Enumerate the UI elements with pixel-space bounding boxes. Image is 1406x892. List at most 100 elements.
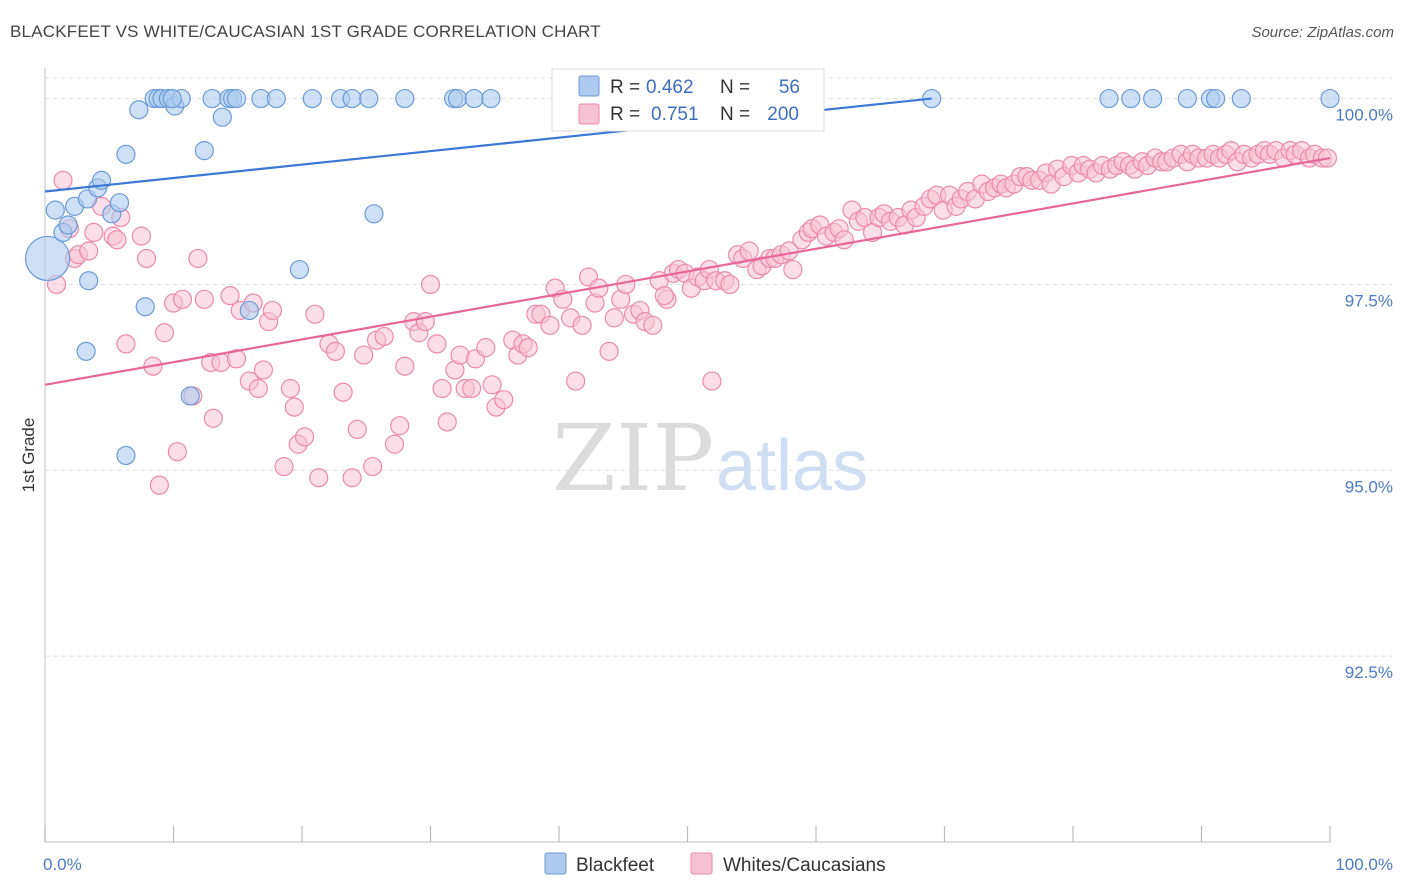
x-tick-label-max: 100.0% (1335, 855, 1393, 874)
data-point-whites (354, 345, 374, 365)
data-point-whites (395, 356, 415, 376)
data-point-blackfeet (129, 100, 149, 120)
data-point-whites (702, 371, 722, 391)
data-point-blackfeet (79, 271, 99, 291)
data-point-whites (476, 338, 496, 358)
legend-r-value-1: 0.462 (646, 77, 694, 98)
data-point-blackfeet (1320, 88, 1340, 109)
data-point-whites (342, 468, 362, 488)
data-point-whites (305, 304, 325, 324)
watermark-atlas: atlas (716, 426, 868, 506)
data-point-whites (415, 312, 435, 332)
y-axis-label: 1st Grade (19, 418, 38, 493)
data-point-whites (284, 397, 304, 417)
data-point-whites (654, 285, 674, 306)
data-point-whites (248, 378, 268, 399)
data-point-blackfeet (180, 386, 200, 406)
legend-n-value-1: 56 (779, 77, 800, 98)
data-point-blackfeet (162, 88, 182, 109)
data-point-whites (572, 315, 592, 335)
data-point-whites (494, 390, 514, 410)
legend-swatch-blackfeet (578, 75, 600, 97)
data-point-whites (149, 475, 169, 495)
data-point-whites (834, 230, 854, 250)
y-tick-label: 92.5% (1345, 663, 1393, 682)
data-point-blackfeet (364, 204, 384, 224)
legend-r-label-2: R = (610, 104, 640, 125)
data-point-whites (390, 416, 410, 436)
legend-n-label-1: N = (720, 77, 750, 98)
legend-box: R = 0.462 N = 56 R = 0.751 N = 200 (551, 68, 825, 132)
trend-lines (44, 97, 1331, 386)
data-point-blackfeet (135, 297, 155, 317)
legend-swatch-whites (578, 103, 600, 125)
data-point-whites (363, 456, 383, 477)
data-point-whites (518, 338, 538, 358)
data-point-whites (188, 248, 208, 269)
data-point-whites (226, 349, 247, 369)
trend-line-whites (44, 156, 1331, 386)
bottom-legend: Blackfeet Whites/Caucasians (544, 852, 886, 876)
data-point-whites (333, 382, 353, 402)
data-point-blackfeet (116, 144, 136, 164)
data-point-blackfeet (447, 88, 468, 109)
data-point-whites (294, 427, 315, 447)
data-point-blackfeet (24, 235, 71, 282)
x-tick-marks (44, 826, 1331, 842)
data-point-whites (384, 434, 405, 454)
bottom-legend-label-blackfeet: Blackfeet (576, 855, 655, 876)
legend-r-label-1: R = (610, 77, 640, 98)
data-point-whites (604, 308, 624, 328)
bottom-legend-label-whites: Whites/Caucasians (723, 855, 886, 876)
data-point-whites (53, 170, 73, 190)
data-point-blackfeet (226, 88, 247, 109)
data-point-blackfeet (1206, 88, 1226, 109)
data-point-whites (136, 248, 157, 269)
y-tick-label: 97.5% (1345, 291, 1393, 310)
data-point-whites (643, 315, 663, 335)
watermark-zip: ZIP (552, 405, 714, 512)
data-point-blackfeet (289, 259, 310, 280)
chart-title: BLACKFEET VS WHITE/CAUCASIAN 1ST GRADE C… (10, 22, 601, 41)
legend-n-value-2: 200 (767, 104, 799, 125)
chart-source: Source: ZipAtlas.com (1251, 24, 1394, 41)
data-point-whites (253, 360, 274, 380)
bottom-legend-swatch-whites (690, 852, 713, 875)
data-point-whites (540, 315, 560, 335)
data-point-blackfeet (1099, 88, 1119, 109)
data-point-whites (427, 334, 447, 354)
data-point-blackfeet (76, 341, 96, 361)
data-point-blackfeet (109, 193, 130, 213)
data-point-blackfeet (116, 445, 136, 466)
data-point-whites (720, 274, 740, 295)
data-point-whites (309, 468, 329, 488)
data-point-whites (172, 289, 193, 309)
data-point-blackfeet (202, 88, 222, 109)
data-point-blackfeet (1231, 88, 1251, 109)
data-point-whites (280, 378, 301, 399)
data-point-whites (432, 378, 452, 399)
y-tick-labels: 92.5% 95.0% 97.5% 100.0% (1335, 106, 1393, 683)
data-point-blackfeet (239, 300, 259, 321)
data-point-whites (462, 378, 482, 399)
data-point-blackfeet (359, 88, 379, 109)
watermark: ZIP atlas (552, 405, 868, 512)
data-point-whites (116, 334, 136, 354)
data-point-whites (566, 371, 586, 391)
data-point-blackfeet (266, 88, 286, 109)
data-point-whites (347, 419, 367, 440)
data-point-whites (374, 326, 394, 347)
y-tick-label: 100.0% (1335, 106, 1393, 125)
y-tick-label: 95.0% (1345, 477, 1393, 496)
data-point-blackfeet (481, 88, 501, 109)
data-point-whites (739, 241, 759, 261)
data-point-blackfeet (1177, 88, 1197, 109)
data-point-whites (220, 285, 240, 306)
data-point-whites (599, 341, 619, 361)
series-blackfeet (24, 88, 1340, 466)
data-point-whites (84, 222, 104, 242)
legend-n-label-2: N = (720, 104, 750, 125)
data-point-whites (154, 323, 175, 343)
data-point-whites (783, 259, 803, 280)
data-point-whites (325, 341, 346, 361)
